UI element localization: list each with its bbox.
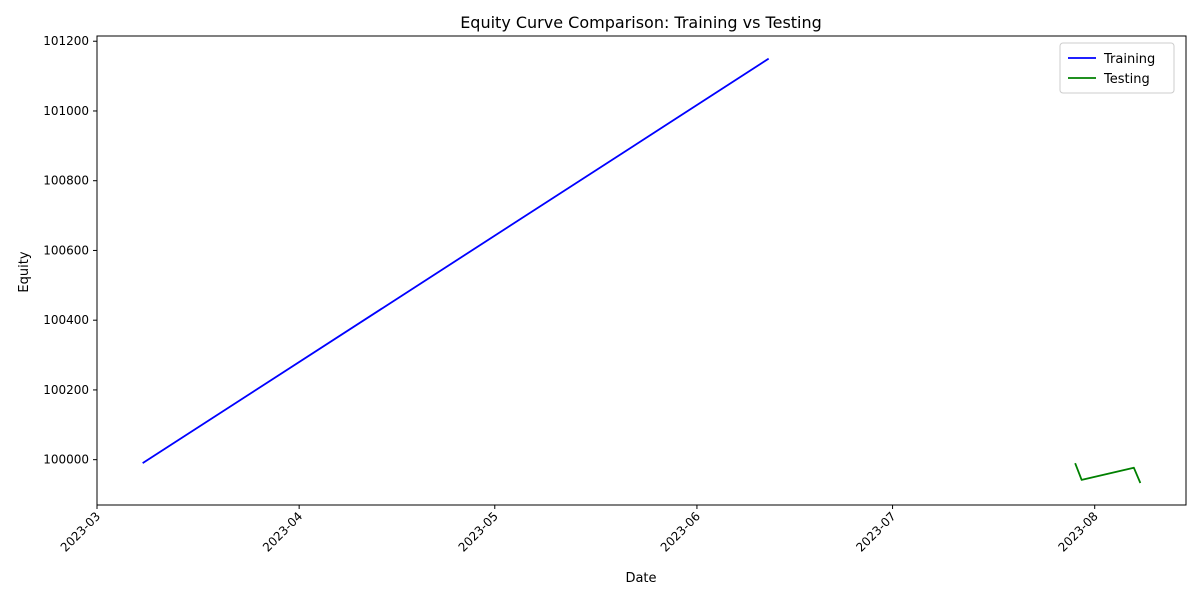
series-line-training	[142, 57, 770, 464]
legend-box	[1059, 42, 1175, 94]
y-tick-label: 100800	[43, 174, 89, 188]
y-tick-label: 101200	[43, 34, 89, 48]
series-line-testing	[1074, 462, 1142, 484]
y-tick-label: 100200	[43, 383, 89, 397]
legend-label-training: Training	[1103, 52, 1155, 67]
axes-frame	[96, 35, 1187, 506]
y-tick-label: 101000	[43, 104, 89, 118]
legend: Training Testing	[1059, 42, 1175, 94]
y-axis-label: Equity	[17, 251, 32, 292]
chart-title: Equity Curve Comparison: Training vs Tes…	[460, 13, 822, 32]
y-tick-label: 100000	[43, 453, 89, 467]
plot-area	[142, 57, 1142, 484]
legend-label-testing: Testing	[1103, 72, 1150, 87]
x-axis-label: Date	[625, 571, 656, 586]
y-tick-label: 100600	[43, 243, 89, 257]
y-tick-label: 100400	[43, 313, 89, 327]
